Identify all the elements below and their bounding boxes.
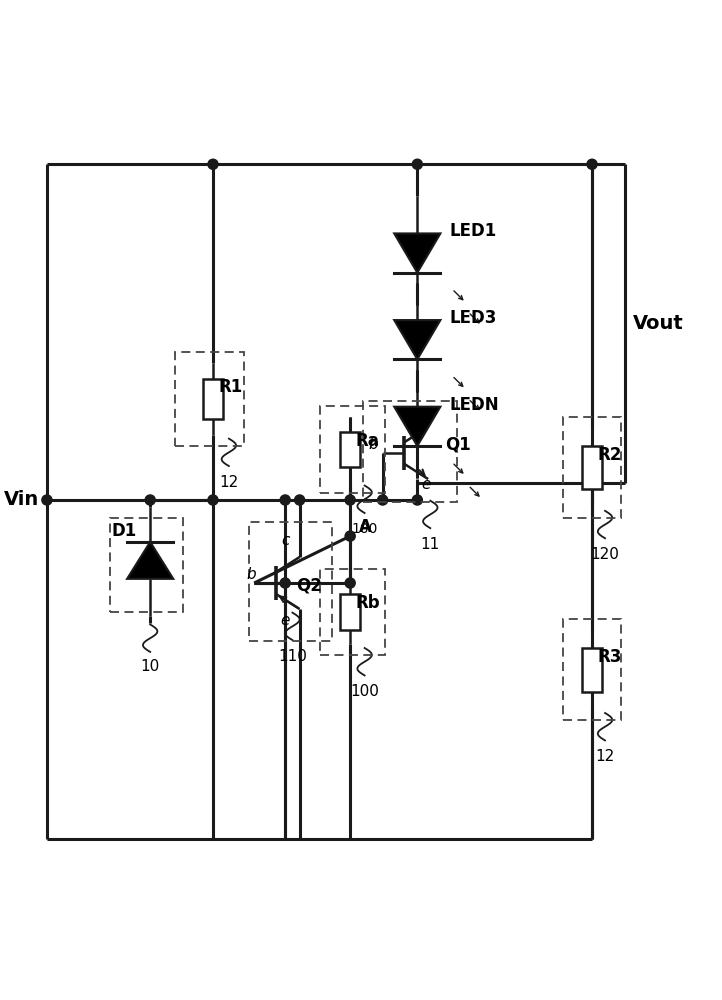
Text: LEDN: LEDN (450, 396, 500, 414)
Text: R2: R2 (598, 446, 622, 464)
Text: LED3: LED3 (450, 309, 497, 327)
Bar (363, 401, 457, 502)
Polygon shape (394, 233, 440, 273)
Bar (320, 406, 385, 493)
Text: e: e (421, 477, 430, 492)
Circle shape (280, 495, 290, 505)
Bar (340, 432, 360, 467)
Bar (249, 522, 332, 641)
Text: A: A (359, 518, 372, 536)
Text: LED1: LED1 (450, 222, 497, 240)
Bar (320, 569, 385, 655)
Circle shape (42, 495, 52, 505)
Text: Rb: Rb (356, 594, 380, 612)
Circle shape (345, 578, 355, 588)
Circle shape (378, 495, 388, 505)
Bar (563, 619, 621, 720)
Text: Vout: Vout (633, 314, 684, 333)
Text: c: c (281, 533, 290, 548)
Text: 11: 11 (421, 537, 440, 552)
Circle shape (587, 478, 597, 488)
Circle shape (587, 159, 597, 169)
Text: 10: 10 (141, 659, 160, 674)
Bar (203, 379, 223, 419)
Text: b: b (368, 437, 378, 452)
Text: Q2: Q2 (296, 576, 322, 594)
Text: b: b (247, 567, 256, 582)
Text: R3: R3 (598, 648, 622, 666)
Circle shape (208, 159, 218, 169)
Bar (175, 352, 244, 446)
Text: 12: 12 (219, 475, 238, 490)
Text: Ra: Ra (356, 432, 380, 450)
Polygon shape (394, 320, 440, 359)
Text: Q1: Q1 (445, 435, 471, 453)
Text: 100: 100 (350, 684, 379, 699)
Bar (582, 446, 602, 489)
Circle shape (345, 495, 355, 505)
Circle shape (280, 578, 290, 588)
Text: R1: R1 (219, 378, 243, 396)
Text: c: c (421, 406, 430, 421)
Text: 110: 110 (278, 649, 307, 664)
Circle shape (412, 495, 422, 505)
Circle shape (412, 159, 422, 169)
Text: Vin: Vin (4, 490, 39, 509)
Bar (582, 648, 602, 692)
Bar (110, 518, 183, 612)
Polygon shape (394, 407, 440, 446)
Polygon shape (127, 542, 173, 579)
Bar (340, 594, 360, 630)
Circle shape (208, 495, 218, 505)
Circle shape (145, 495, 155, 505)
Text: e: e (281, 613, 290, 628)
Text: 12: 12 (596, 749, 614, 764)
Bar (563, 417, 621, 518)
Circle shape (345, 531, 355, 541)
Text: 100: 100 (352, 522, 378, 536)
Text: D1: D1 (112, 522, 137, 540)
Text: 120: 120 (591, 547, 619, 562)
Circle shape (295, 495, 305, 505)
